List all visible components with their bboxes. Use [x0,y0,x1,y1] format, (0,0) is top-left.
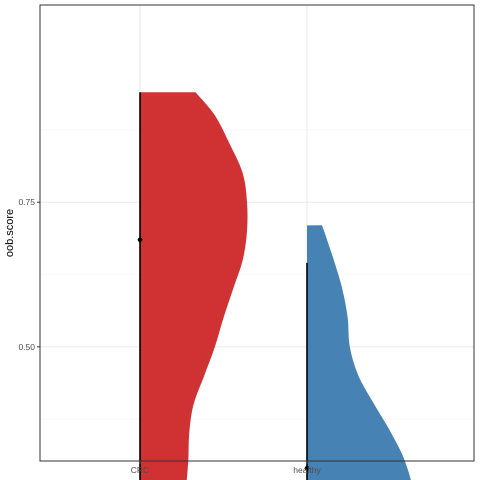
y-axis: 0.250.500.75 [18,197,40,352]
x-tick-label: healthy [293,465,321,475]
y-axis-title: oob.score [4,209,16,257]
violin-healthy [307,225,411,480]
y-tick-label: 0.75 [18,197,35,207]
x-axis: CRC healthy [131,461,321,475]
x-tick-label: CRC [131,465,149,475]
range-layer [137,92,310,480]
panel-border [39,4,475,462]
violin-layer [140,92,411,480]
y-tick-label: 0.50 [18,342,35,352]
violin-crc [140,92,248,480]
median-point-healthy [304,465,310,471]
median-point-crc [137,237,143,243]
grid-lines [40,5,474,461]
